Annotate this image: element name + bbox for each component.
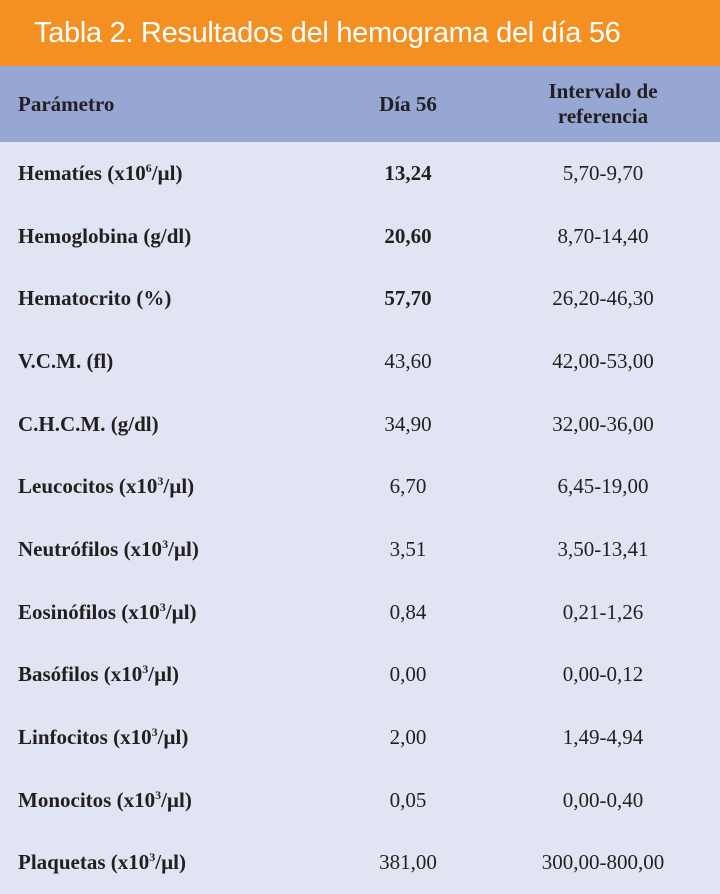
table-row: Hematíes (x106/µl) 13,24 5,70-9,70 xyxy=(0,142,720,205)
parameter-cell: Hematocrito (%) xyxy=(0,286,330,311)
reference-cell: 32,00-36,00 xyxy=(552,411,654,436)
table-row: V.C.M. (fl) 43,60 42,00-53,00 xyxy=(0,330,720,393)
reference-cell: 8,70-14,40 xyxy=(557,223,649,248)
value-cell: 0,00 xyxy=(389,662,427,687)
reference-cell: 0,00-0,40 xyxy=(562,787,644,812)
table-header: Parámetro Día 56 Intervalo de referencia xyxy=(0,66,720,142)
parameter-name: Hematíes (x10 xyxy=(18,160,146,185)
parameter-name: Eosinófilos (x10 xyxy=(18,599,160,624)
parameter-exponent: 3 xyxy=(149,850,156,865)
parameter-unit: /µl) xyxy=(168,536,199,561)
reference-cell: 3,50-13,41 xyxy=(557,536,649,561)
parameter-exponent: 3 xyxy=(151,725,158,740)
value-cell: 6,70 xyxy=(389,474,427,499)
parameter-cell: Hemoglobina (g/dl) xyxy=(0,224,330,249)
parameter-exponent: 3 xyxy=(155,787,162,802)
value-cell: 3,51 xyxy=(389,536,427,561)
parameter-name: Neutrófilos (x10 xyxy=(18,536,163,561)
table-row: Hemoglobina (g/dl) 20,60 8,70-14,40 xyxy=(0,205,720,268)
value-cell: 57,70 xyxy=(384,286,432,311)
table-title: Tabla 2. Resultados del hemograma del dí… xyxy=(0,0,720,66)
parameter-unit: /µl) xyxy=(148,662,180,687)
table-row: Basófilos (x103/µl) 0,00 0,00-0,12 xyxy=(0,644,720,707)
value-cell: 34,90 xyxy=(384,411,432,436)
parameter-unit: /µl) xyxy=(165,599,197,624)
parameter-cell: Leucocitos (x103/µl) xyxy=(0,474,330,499)
parameter-exponent: 3 xyxy=(157,474,164,489)
table-row: Plaquetas (x103/µl) 381,00 300,00-800,00 xyxy=(0,832,720,894)
table-row: Leucocitos (x103/µl) 6,70 6,45-19,00 xyxy=(0,455,720,518)
parameter-name: Monocitos (x10 xyxy=(18,787,156,812)
table-row: Linfocitos (x103/µl) 2,00 1,49-4,94 xyxy=(0,706,720,769)
parameter-exponent: 6 xyxy=(145,160,152,175)
parameter-name: Plaquetas (x10 xyxy=(18,850,150,875)
table-row: C.H.C.M. (g/dl) 34,90 32,00-36,00 xyxy=(0,393,720,456)
value-cell: 0,05 xyxy=(389,787,427,812)
parameter-name: Hematocrito (%) xyxy=(18,286,172,311)
parameter-name: Linfocitos (x10 xyxy=(18,725,152,750)
reference-cell: 0,21-1,26 xyxy=(562,599,644,624)
header-day: Día 56 xyxy=(379,91,437,116)
header-parameter: Parámetro xyxy=(18,91,115,116)
parameter-cell: Neutrófilos (x103/µl) xyxy=(0,537,330,562)
reference-cell: 300,00-800,00 xyxy=(541,850,665,875)
parameter-name: Hemoglobina (g/dl) xyxy=(18,223,192,248)
parameter-name: Leucocitos (x10 xyxy=(18,474,158,499)
parameter-name: V.C.M. (fl) xyxy=(18,348,114,373)
header-reference-line2: referencia xyxy=(557,104,649,128)
reference-cell: 26,20-46,30 xyxy=(552,286,654,311)
parameter-unit: /µl) xyxy=(157,725,189,750)
table-row: Neutrófilos (x103/µl) 3,51 3,50-13,41 xyxy=(0,518,720,581)
parameter-unit: /µl) xyxy=(155,850,187,875)
parameter-name: C.H.C.M. (g/dl) xyxy=(18,411,159,436)
table-row: Hematocrito (%) 57,70 26,20-46,30 xyxy=(0,267,720,330)
value-cell: 381,00 xyxy=(379,850,437,875)
parameter-cell: Basófilos (x103/µl) xyxy=(0,662,330,687)
parameter-cell: C.H.C.M. (g/dl) xyxy=(0,412,330,437)
value-cell: 13,24 xyxy=(384,160,432,185)
parameter-cell: Eosinófilos (x103/µl) xyxy=(0,600,330,625)
table-row: Monocitos (x103/µl) 0,05 0,00-0,40 xyxy=(0,769,720,832)
parameter-cell: V.C.M. (fl) xyxy=(0,349,330,374)
parameter-exponent: 3 xyxy=(162,536,169,551)
header-reference: Intervalo de referencia xyxy=(486,79,720,129)
table-body: Hematíes (x106/µl) 13,24 5,70-9,70 Hemogl… xyxy=(0,142,720,894)
parameter-cell: Plaquetas (x103/µl) xyxy=(0,850,330,875)
parameter-exponent: 3 xyxy=(142,662,149,677)
header-reference-line1: Intervalo de xyxy=(548,79,658,103)
reference-cell: 0,00-0,12 xyxy=(562,662,644,687)
parameter-name: Basófilos (x10 xyxy=(18,662,143,687)
parameter-unit: /µl) xyxy=(161,787,192,812)
reference-cell: 42,00-53,00 xyxy=(552,348,654,373)
parameter-cell: Linfocitos (x103/µl) xyxy=(0,725,330,750)
table-row: Eosinófilos (x103/µl) 0,84 0,21-1,26 xyxy=(0,581,720,644)
reference-cell: 5,70-9,70 xyxy=(562,160,644,185)
parameter-unit: /µl) xyxy=(163,474,195,499)
parameter-unit: /µl) xyxy=(151,160,183,185)
reference-cell: 1,49-4,94 xyxy=(562,725,644,750)
value-cell: 2,00 xyxy=(389,725,427,750)
value-cell: 0,84 xyxy=(389,599,427,624)
value-cell: 43,60 xyxy=(384,348,432,373)
parameter-cell: Monocitos (x103/µl) xyxy=(0,788,330,813)
value-cell: 20,60 xyxy=(384,223,432,248)
parameter-cell: Hematíes (x106/µl) xyxy=(0,161,330,186)
reference-cell: 6,45-19,00 xyxy=(557,474,649,499)
parameter-exponent: 3 xyxy=(159,599,166,614)
